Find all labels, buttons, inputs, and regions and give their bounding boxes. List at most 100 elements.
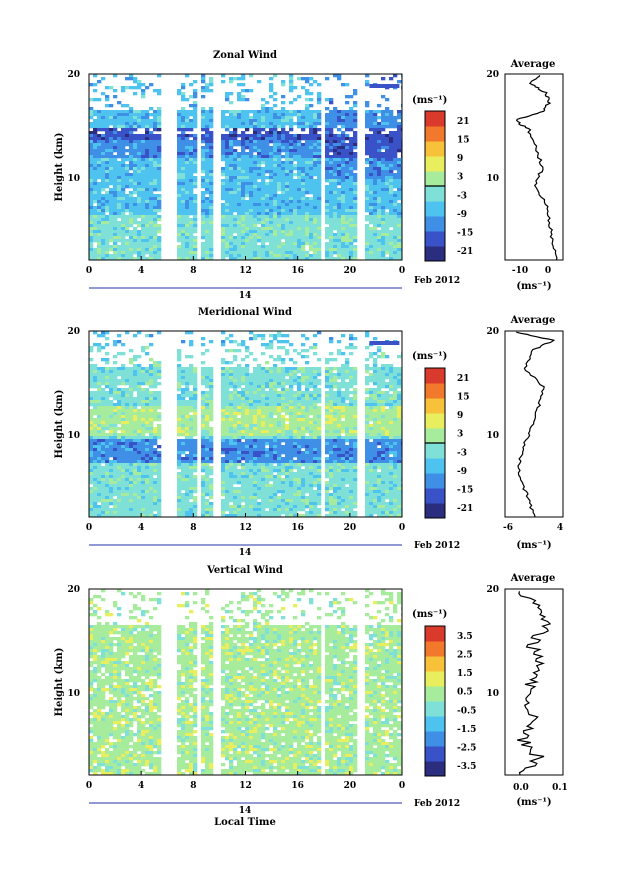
heatmap-cell	[293, 200, 297, 203]
heatmap-cell	[373, 391, 377, 394]
heatmap-cell	[285, 131, 289, 134]
heatmap-cell	[325, 188, 329, 191]
heatmap-cell	[105, 385, 109, 388]
heatmap-cell	[137, 125, 141, 128]
heatmap-cell	[145, 346, 149, 349]
heatmap-cell	[293, 370, 297, 373]
heatmap-cell	[129, 125, 133, 128]
heatmap-cell	[189, 376, 193, 379]
heatmap-cell	[229, 140, 233, 143]
heatmap-cell	[289, 394, 293, 397]
heatmap-cell	[129, 358, 133, 361]
heatmap-cell	[193, 418, 197, 421]
heatmap-cell	[97, 182, 101, 185]
heatmap-cell	[377, 188, 381, 191]
heatmap-cell	[385, 391, 389, 394]
heatmap-cell	[269, 182, 273, 185]
heatmap-cell	[313, 215, 317, 218]
heatmap-cell	[141, 137, 145, 140]
heatmap-cell	[253, 167, 257, 170]
heatmap-cell	[93, 218, 97, 221]
heatmap-cell	[237, 254, 241, 257]
heatmap-cell	[101, 137, 105, 140]
heatmap-cell	[149, 415, 153, 418]
heatmap-cell	[129, 221, 133, 224]
heatmap-cell	[293, 98, 297, 101]
heatmap-cell	[289, 125, 293, 128]
heatmap-cell	[389, 134, 393, 137]
heatmap-cell	[253, 164, 257, 167]
heatmap-cell	[149, 394, 153, 397]
heatmap-cell	[153, 152, 157, 155]
heatmap-cell	[133, 167, 137, 170]
heatmap-cell	[273, 236, 277, 239]
heatmap-cell	[257, 119, 261, 122]
heatmap-cell	[385, 251, 389, 254]
heatmap-cell	[309, 170, 313, 173]
heatmap-cell	[229, 397, 233, 400]
heatmap-cell	[141, 191, 145, 194]
heatmap-cell	[389, 173, 393, 176]
heatmap-cell	[373, 358, 377, 361]
heatmap-cell	[309, 122, 313, 125]
heatmap-cell	[373, 212, 377, 215]
heatmap-cell	[89, 403, 93, 406]
heatmap-cell	[305, 140, 309, 143]
heatmap-cell	[225, 179, 229, 182]
heatmap-cell	[157, 188, 161, 191]
heatmap-cell	[249, 89, 253, 92]
heatmap-cell	[305, 230, 309, 233]
heatmap-cell	[137, 119, 141, 122]
heatmap-cell	[309, 418, 313, 421]
heatmap-cell	[181, 379, 185, 382]
heatmap-cell	[345, 173, 349, 176]
heatmap-cell	[149, 200, 153, 203]
heatmap-cell	[145, 128, 149, 131]
heatmap-cell	[241, 77, 245, 80]
heatmap-cell	[269, 418, 273, 421]
heatmap-cell	[285, 173, 289, 176]
heatmap-cell	[349, 164, 353, 167]
heatmap-cell	[109, 119, 113, 122]
heatmap-cell	[237, 173, 241, 176]
heatmap-cell	[309, 397, 313, 400]
heatmap-cell	[389, 367, 393, 370]
heatmap-cell	[269, 394, 273, 397]
heatmap-cell	[189, 200, 193, 203]
heatmap-cell	[229, 170, 233, 173]
heatmap-cell	[145, 119, 149, 122]
heatmap-cell	[349, 218, 353, 221]
heatmap-cell	[277, 203, 281, 206]
heatmap-cell	[393, 397, 397, 400]
heatmap-cell	[201, 137, 205, 140]
heatmap-cell	[365, 230, 369, 233]
heatmap-cell	[297, 116, 301, 119]
heatmap-cell	[381, 418, 385, 421]
heatmap-cell	[329, 251, 333, 254]
heatmap-cell	[181, 131, 185, 134]
heatmap-cell	[293, 421, 297, 424]
heatmap-cell	[97, 176, 101, 179]
heatmap-cell	[129, 215, 133, 218]
heatmap-cell	[349, 421, 353, 424]
heatmap-cell	[253, 179, 257, 182]
heatmap-cell	[129, 131, 133, 134]
heatmap-cell	[97, 173, 101, 176]
heatmap-cell	[249, 227, 253, 230]
heatmap-cell	[153, 158, 157, 161]
heatmap-cell	[117, 400, 121, 403]
heatmap-cell	[281, 164, 285, 167]
heatmap-cell	[141, 176, 145, 179]
heatmap-cell	[381, 212, 385, 215]
heatmap-cell	[149, 221, 153, 224]
heatmap-cell	[381, 251, 385, 254]
heatmap-cell	[265, 412, 269, 415]
heatmap-cell	[189, 224, 193, 227]
heatmap-cell	[309, 254, 313, 257]
heatmap-cell	[89, 83, 93, 86]
heatmap-cell	[101, 218, 105, 221]
heatmap-cell	[317, 164, 321, 167]
heatmap-cell	[177, 364, 181, 367]
heatmap-cell	[349, 140, 353, 143]
heatmap-cell	[373, 161, 377, 164]
